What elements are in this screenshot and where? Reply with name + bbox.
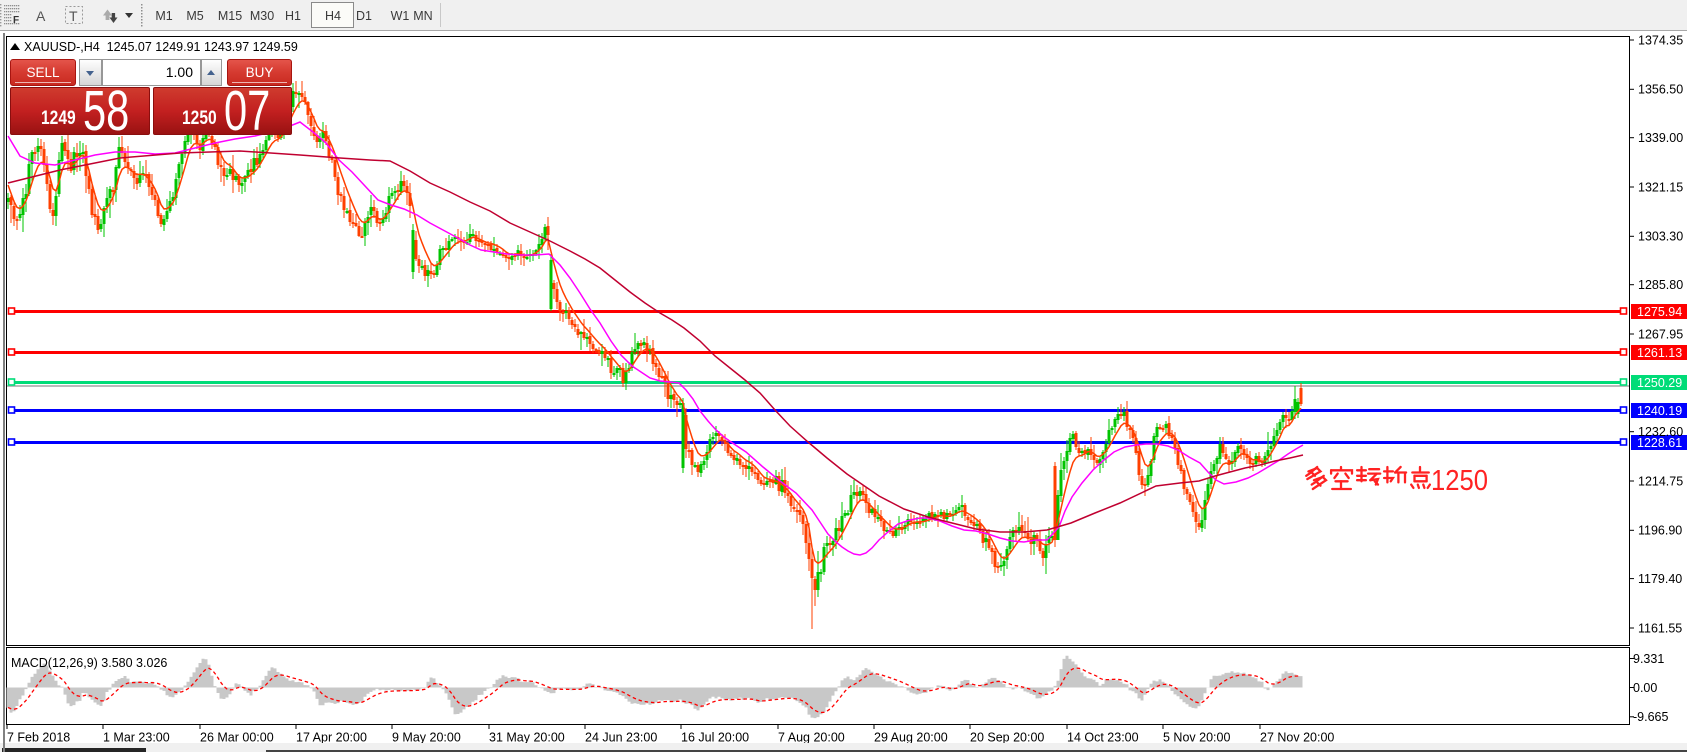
svg-text:5 Nov 20:00: 5 Nov 20:00 (1163, 731, 1230, 745)
svg-text:1179.40: 1179.40 (1638, 572, 1682, 586)
svg-text:0.00: 0.00 (1633, 681, 1657, 695)
svg-text:24 Jun 23:00: 24 Jun 23:00 (585, 731, 657, 745)
svg-text:A: A (36, 8, 46, 24)
svg-text:1303.30: 1303.30 (1638, 230, 1683, 244)
svg-text:1250.29: 1250.29 (1637, 376, 1682, 390)
svg-text:1321.15: 1321.15 (1638, 180, 1683, 194)
svg-text:31 May 20:00: 31 May 20:00 (489, 731, 565, 745)
svg-text:1267.95: 1267.95 (1638, 327, 1683, 341)
svg-text:1250: 1250 (1431, 465, 1488, 497)
svg-text:26 Mar 00:00: 26 Mar 00:00 (200, 731, 274, 745)
svg-text:29 Aug 20:00: 29 Aug 20:00 (874, 731, 948, 745)
svg-text:17 Apr 20:00: 17 Apr 20:00 (296, 731, 367, 745)
svg-text:9.331: 9.331 (1633, 652, 1664, 666)
svg-text:1228.61: 1228.61 (1637, 436, 1682, 450)
svg-text:7 Aug 20:00: 7 Aug 20:00 (778, 731, 845, 745)
svg-text:1339.00: 1339.00 (1638, 131, 1683, 145)
svg-text:9 May 20:00: 9 May 20:00 (392, 731, 461, 745)
svg-text:1161.55: 1161.55 (1638, 621, 1682, 635)
svg-text:27 Nov 20:00: 27 Nov 20:00 (1260, 731, 1334, 745)
svg-text:16 Jul 20:00: 16 Jul 20:00 (681, 731, 749, 745)
svg-text:1285.80: 1285.80 (1638, 278, 1683, 292)
svg-text:7 Feb 2018: 7 Feb 2018 (7, 731, 70, 745)
svg-text:1196.90: 1196.90 (1638, 524, 1682, 538)
svg-text:1374.35: 1374.35 (1638, 33, 1683, 47)
svg-text:1275.94: 1275.94 (1637, 305, 1682, 319)
svg-text:-9.665: -9.665 (1633, 710, 1668, 724)
svg-text:MACD(12,26,9) 3.580 3.026: MACD(12,26,9) 3.580 3.026 (11, 656, 167, 670)
svg-text:F: F (13, 15, 19, 26)
svg-text:20 Sep 20:00: 20 Sep 20:00 (970, 731, 1044, 745)
svg-text:1232.60: 1232.60 (1638, 425, 1683, 439)
svg-text:1356.50: 1356.50 (1638, 83, 1683, 97)
svg-text:1240.19: 1240.19 (1637, 404, 1682, 418)
svg-text:1 Mar 23:00: 1 Mar 23:00 (103, 731, 170, 745)
svg-text:T: T (69, 8, 78, 24)
svg-text:14 Oct 23:00: 14 Oct 23:00 (1067, 731, 1139, 745)
svg-text:1261.13: 1261.13 (1637, 346, 1682, 360)
svg-text:1214.75: 1214.75 (1638, 474, 1683, 488)
